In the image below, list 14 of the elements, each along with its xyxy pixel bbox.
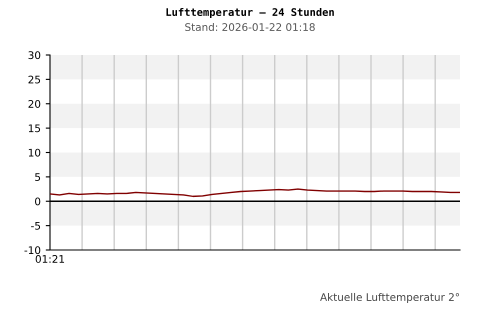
y-tick-label: 0	[35, 197, 40, 206]
chart-title: Lufttemperatur – 24 Stunden	[166, 8, 334, 18]
y-tick-label: 10	[28, 148, 40, 157]
x-tick-label: 01:21	[36, 255, 64, 263]
y-tick-label: -5	[31, 222, 40, 230]
y-tick-label: 5	[35, 173, 40, 181]
y-tick-label: 25	[28, 76, 40, 84]
y-tick-label: 20	[28, 100, 40, 108]
chart-subtitle: Stand: 2026-01-22 01:18	[185, 22, 315, 32]
line-series	[50, 188, 460, 198]
y-tick-label: 15	[28, 124, 40, 132]
text: Aktuelle Lufttemperatur 2°	[320, 292, 460, 304]
y-tick-label: -10	[24, 246, 40, 254]
y-tick-label: 30	[28, 51, 40, 60]
